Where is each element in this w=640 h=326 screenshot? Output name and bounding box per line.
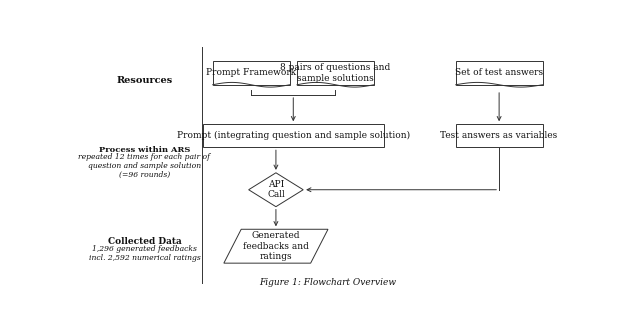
FancyBboxPatch shape [456,124,543,147]
FancyBboxPatch shape [203,124,384,147]
FancyBboxPatch shape [212,61,289,85]
Text: repeated 12 times for each pair of
question and sample solution
(=96 rounds): repeated 12 times for each pair of quest… [79,153,211,179]
Text: 8 pairs of questions and
sample solutions: 8 pairs of questions and sample solution… [280,63,390,82]
Text: Process within ARS: Process within ARS [99,146,190,154]
Text: API
Call: API Call [267,180,285,200]
FancyBboxPatch shape [297,61,374,85]
Text: Prompt Framework: Prompt Framework [206,68,296,77]
Text: Generated
feedbacks and
ratings: Generated feedbacks and ratings [243,231,309,261]
Text: Prompt (integrating question and sample solution): Prompt (integrating question and sample … [177,131,410,140]
FancyBboxPatch shape [456,61,543,85]
Text: Collected Data: Collected Data [108,237,181,246]
Polygon shape [249,173,303,207]
Text: Set of test answers: Set of test answers [455,68,543,77]
Polygon shape [224,229,328,263]
Text: Test answers as variables: Test answers as variables [440,131,557,140]
Text: 1,296 generated feedbacks
incl. 2,592 numerical ratings: 1,296 generated feedbacks incl. 2,592 nu… [88,245,200,262]
Text: Resources: Resources [116,76,173,85]
Text: Figure 1: Flowchart Overview: Figure 1: Flowchart Overview [259,278,397,287]
